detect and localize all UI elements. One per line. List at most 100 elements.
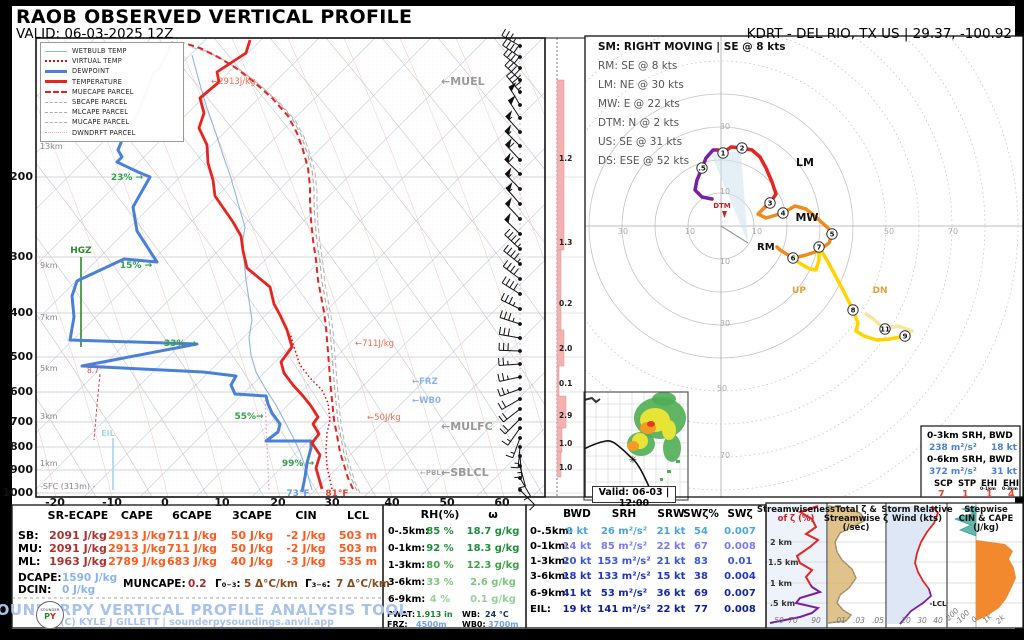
temperature-curve xyxy=(197,39,324,490)
barb-full xyxy=(498,357,500,366)
muecape-parcel-curve xyxy=(183,42,354,490)
barb-full xyxy=(497,373,500,382)
plot-label: 23% → xyxy=(111,173,144,183)
storm-motion-line: LM: NE @ 30 kts xyxy=(598,79,684,91)
plot-label: 10 xyxy=(720,257,730,266)
plot-label: UP xyxy=(792,286,806,296)
legend-label: SBCAPE PARCEL xyxy=(72,98,128,107)
omega-value: 1.3 xyxy=(559,238,572,247)
kin-col-header: SWζ xyxy=(727,508,753,520)
plot-label: 30 xyxy=(720,122,730,131)
stat-col-header: 6CAPE xyxy=(172,509,212,522)
plot-label: Streamwiseness xyxy=(757,505,835,515)
moist-adiabat xyxy=(287,38,449,497)
kin-col-header: BWD xyxy=(563,508,591,520)
plot-label: 300 xyxy=(10,250,33,263)
barb-full xyxy=(501,276,507,284)
composite-header: SCP xyxy=(934,479,953,489)
kin-row-label: 6-9km: xyxy=(530,588,570,599)
stat-col-header: LCL xyxy=(346,509,370,522)
rio-grande-border xyxy=(584,440,653,500)
kin-value: 0.008 xyxy=(724,541,756,552)
wind-barb xyxy=(498,407,522,423)
wind-barb xyxy=(503,48,522,70)
stat-col-header: 3CAPE xyxy=(232,509,272,522)
wind-barb xyxy=(501,426,522,446)
isotherm-line xyxy=(36,38,488,490)
omega-value: 2.9 xyxy=(559,411,572,420)
kin-value: 19 kt xyxy=(562,604,592,615)
legend-label: TEMPERATURE xyxy=(72,77,123,86)
moist-adiabat xyxy=(399,38,545,440)
barb-half xyxy=(508,188,513,192)
omega-value: 2.0 xyxy=(559,344,572,353)
stat-value: 2913 J/kg xyxy=(108,542,166,555)
height-marker xyxy=(847,304,859,316)
barb-half xyxy=(506,389,510,394)
height-marker xyxy=(777,207,789,219)
lapse-03-label: Γ₀₋₃: xyxy=(215,578,241,590)
moist-adiabat xyxy=(511,38,545,117)
height-marker-label: 4 xyxy=(781,209,786,217)
stat-value: -2 J/kg xyxy=(286,542,326,555)
stat-col-header: CIN xyxy=(295,509,317,522)
barb-full xyxy=(502,425,509,432)
barb-full xyxy=(501,400,507,408)
rh-value: 92 % xyxy=(426,543,454,554)
dcape-value: 1590 J/kg xyxy=(62,572,118,584)
omega-bar xyxy=(556,79,565,251)
kin-value: 0.007 xyxy=(724,588,756,599)
stat-value: 50 J/kg xyxy=(230,542,274,555)
barb-full xyxy=(502,38,508,46)
stat-value: 2913 J/kg xyxy=(108,529,166,542)
barb-staff xyxy=(500,299,521,310)
kin-value: 15 kt xyxy=(656,571,686,582)
plot-label: 20 xyxy=(901,616,911,625)
height-marker-label: 1 xyxy=(721,149,726,157)
plot-label: ←FRZ xyxy=(412,377,438,387)
barb-full xyxy=(502,357,505,366)
barb-full xyxy=(502,260,509,267)
barb-full xyxy=(505,41,511,49)
barb-staff xyxy=(499,317,521,325)
stat-value: -2 J/kg xyxy=(286,529,326,542)
plot-label: 55%→ xyxy=(234,412,264,422)
barb-full xyxy=(499,428,506,435)
wind-barb xyxy=(507,95,522,120)
station-marker-icon: ✳ xyxy=(629,455,637,466)
barb-staff xyxy=(512,437,521,458)
isotherm-line xyxy=(36,38,40,42)
legend-item: WETBULB TEMP xyxy=(45,46,179,56)
composite-header: STP xyxy=(958,479,977,489)
storm-motion-vector xyxy=(720,225,749,244)
barb-pennant xyxy=(508,82,517,92)
barb-half xyxy=(508,173,512,178)
plot-label: 200 xyxy=(10,170,33,183)
stat-value: 2091 J/kg xyxy=(49,542,107,555)
kin-value: 22 kt xyxy=(656,541,686,552)
barb-full xyxy=(510,234,517,242)
dry-adiabat xyxy=(36,163,265,497)
barb-half xyxy=(517,86,522,91)
legend-label: MLCAPE PARCEL xyxy=(72,108,129,117)
height-marker-label: 2 xyxy=(740,144,745,152)
barb-full xyxy=(505,278,511,286)
omega-value: 1.0 xyxy=(559,439,572,448)
sbcape-parcel-curve xyxy=(187,44,358,492)
height-marker-label: 11 xyxy=(880,325,890,333)
barb-full xyxy=(503,327,506,336)
storm-motion-info: SM: RIGHT MOVING | SE @ 8 kts RM: SE @ 8 … xyxy=(598,41,786,174)
stat-col-header: CAPE xyxy=(120,509,154,522)
isotherm-line xyxy=(83,38,544,497)
composite-sub: 0-1km xyxy=(980,487,996,492)
logo-py: PY xyxy=(44,612,56,621)
barb-pennant xyxy=(505,182,513,193)
hodograph-trace xyxy=(864,312,914,338)
stat-value: 50 J/kg xyxy=(230,529,274,542)
wind-barb xyxy=(497,397,522,410)
rh-header: RH(%) xyxy=(420,508,460,521)
hodograph-trace xyxy=(716,145,778,210)
hodograph-trace xyxy=(693,148,720,201)
